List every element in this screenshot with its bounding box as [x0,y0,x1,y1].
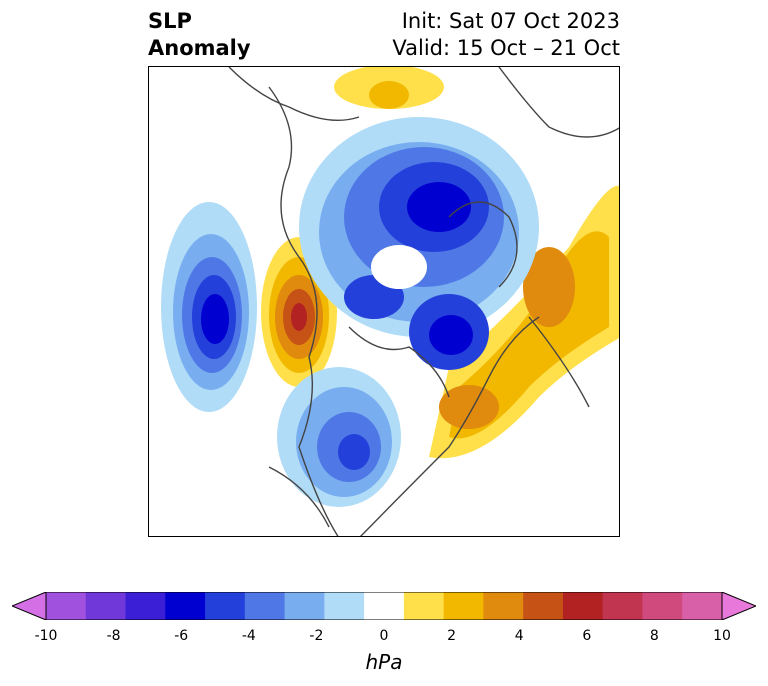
arctic-low [299,117,539,370]
title-left: SLP Anomaly [148,8,251,62]
colorbar-tick-label: 0 [379,628,389,644]
alaska-high [261,237,337,387]
colorbar-tick-label: 6 [582,628,592,644]
colorbar-segment [244,592,286,620]
colorbar-segment [85,592,127,620]
colorbar-segment [284,592,325,620]
title-line-2: Anomaly [148,36,251,60]
colorbar-tick-label: -6 [174,628,189,644]
colorbar-extend-max [721,592,756,620]
colorbar-segment [523,592,564,620]
anomaly-map [161,67,619,536]
title-line-1: SLP [148,9,192,33]
colorbar-segment [642,592,683,620]
colorbar-segment [562,592,604,620]
colorbar-segment [46,592,87,620]
coastlines [228,67,619,536]
colorbar-segments [46,592,723,620]
colorbar-segment [205,592,246,620]
colorbar-segment [403,592,445,620]
colorbar-segment [682,592,723,620]
pacific-low [161,202,257,412]
colorbar-tick-label: -10 [34,628,58,644]
colorbar [12,592,756,620]
colorbar-segment [324,592,365,620]
colorbar-tick-label: -8 [106,628,121,644]
colorbar-segment [364,592,405,620]
map-panel [148,66,620,537]
colorbar-tick-label: -2 [309,628,324,644]
colorbar-unit: hPa [365,650,403,674]
colorbar-tick-label: 4 [514,628,524,644]
colorbar-tick-label: 10 [713,628,731,644]
north-america-low [277,367,401,507]
scandinavia-high [334,67,444,109]
colorbar-segment [443,592,484,620]
colorbar-segment [165,592,206,620]
atlantic-high [429,185,619,459]
init-date: Init: Sat 07 Oct 2023 [401,9,620,33]
colorbar-tick-label: -4 [241,628,256,644]
colorbar-extend-min [12,592,47,620]
colorbar-segment [483,592,524,620]
valid-range: Valid: 15 Oct – 21 Oct [392,36,620,60]
colorbar-tick-label: 2 [447,628,457,644]
colorbar-segment [602,592,643,620]
colorbar-tick-label: 8 [649,628,659,644]
title-right: Init: Sat 07 Oct 2023 Valid: 15 Oct – 21… [392,8,620,62]
colorbar-segment [125,592,166,620]
